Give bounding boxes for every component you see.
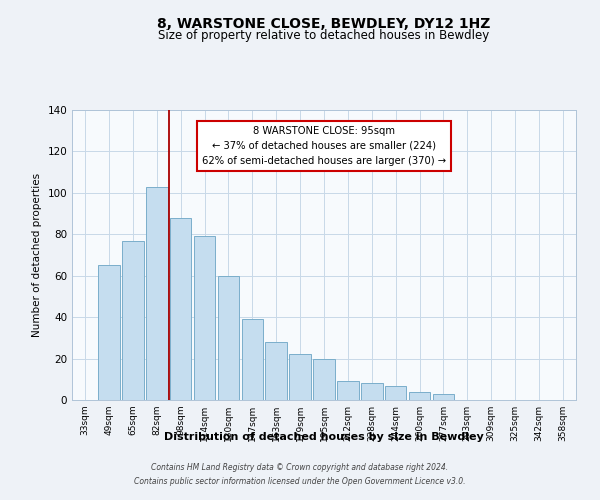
Bar [361, 384, 383, 400]
Text: 8 WARSTONE CLOSE: 95sqm
← 37% of detached houses are smaller (224)
62% of semi-d: 8 WARSTONE CLOSE: 95sqm ← 37% of detache… [202, 126, 446, 166]
Y-axis label: Number of detached properties: Number of detached properties [32, 173, 42, 337]
Bar [146, 186, 167, 400]
Bar [409, 392, 430, 400]
Bar [313, 358, 335, 400]
Bar [122, 240, 143, 400]
Text: Size of property relative to detached houses in Bewdley: Size of property relative to detached ho… [158, 29, 490, 42]
Bar [337, 382, 359, 400]
Bar [170, 218, 191, 400]
Bar [242, 319, 263, 400]
Text: Distribution of detached houses by size in Bewdley: Distribution of detached houses by size … [164, 432, 484, 442]
Bar [218, 276, 239, 400]
Text: Contains HM Land Registry data © Crown copyright and database right 2024.: Contains HM Land Registry data © Crown c… [151, 464, 449, 472]
Text: 8, WARSTONE CLOSE, BEWDLEY, DY12 1HZ: 8, WARSTONE CLOSE, BEWDLEY, DY12 1HZ [157, 18, 491, 32]
Bar [433, 394, 454, 400]
Bar [194, 236, 215, 400]
Bar [289, 354, 311, 400]
Text: Contains public sector information licensed under the Open Government Licence v3: Contains public sector information licen… [134, 477, 466, 486]
Bar [385, 386, 406, 400]
Bar [265, 342, 287, 400]
Bar [98, 266, 120, 400]
